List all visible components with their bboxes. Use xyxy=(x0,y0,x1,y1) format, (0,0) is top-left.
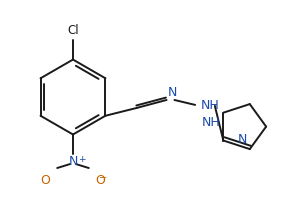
Text: −: − xyxy=(100,173,108,183)
Text: N: N xyxy=(168,86,177,99)
Text: N: N xyxy=(68,155,78,168)
Text: +: + xyxy=(78,155,86,164)
Text: N: N xyxy=(237,133,247,146)
Text: O: O xyxy=(96,174,106,187)
Text: O: O xyxy=(40,174,50,187)
Text: NH: NH xyxy=(201,99,220,112)
Text: NH: NH xyxy=(201,116,220,129)
Text: Cl: Cl xyxy=(67,24,79,37)
